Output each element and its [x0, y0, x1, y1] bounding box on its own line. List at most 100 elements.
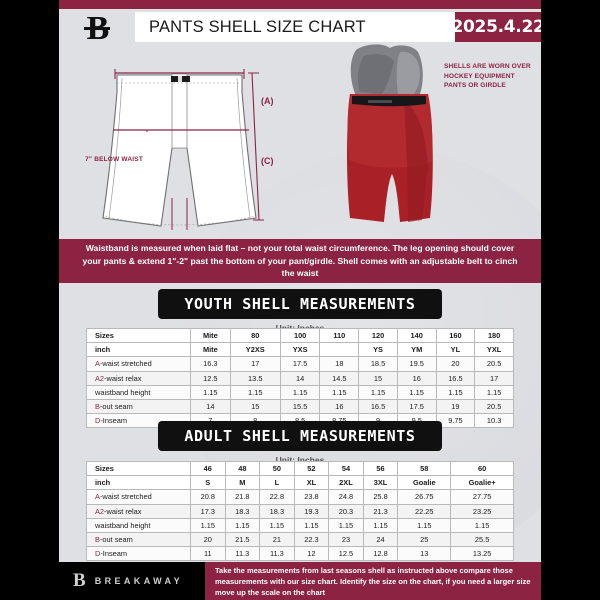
- table-cell: 1.15: [229, 384, 281, 400]
- table-cell: 1.15: [319, 384, 360, 400]
- table-cell: 21.3: [362, 503, 399, 519]
- column-header-cell: YS: [358, 342, 398, 358]
- column-header-cell: 180: [474, 327, 514, 344]
- footer-note: Take the measurements from last seasons …: [205, 562, 541, 600]
- row-label: A-waist stretched: [86, 489, 191, 505]
- table-cell: 16.5: [435, 370, 476, 386]
- row-key: A2: [95, 373, 105, 383]
- table-cell: 26.75: [397, 489, 452, 505]
- table-cell: 24.8: [328, 489, 364, 505]
- adult-table-body: A-waist stretched 20.8 21.8 22.8 23.8 24.8 25.…: [86, 489, 514, 562]
- column-header-cell: 60: [450, 460, 514, 477]
- column-header-cell: 120: [358, 327, 398, 344]
- table-cell: 14: [190, 398, 231, 415]
- table-cell: 13.25: [450, 546, 514, 562]
- below-waist-note: 7" BELOW WAIST: [85, 156, 143, 163]
- table-cell: 21.8: [224, 489, 261, 505]
- table-row: A2-waist relax 12.5 13.5 14 14.5 15 16 16.5 17: [86, 370, 514, 386]
- table-cell: 1.15: [397, 517, 452, 533]
- column-header-cell: 100: [279, 327, 321, 344]
- table-cell: 12.8: [362, 546, 399, 562]
- column-header-cell: 110: [319, 327, 360, 344]
- table-cell: 11: [190, 546, 226, 562]
- table-cell: 15: [358, 370, 398, 386]
- table-cell: 25.5: [450, 531, 514, 548]
- table-row: waistband height 1.15 1.15 1.15 1.15 1.15 1.15…: [86, 384, 514, 400]
- pants-technical-drawing: [102, 69, 264, 230]
- table-cell: 15.5: [279, 398, 321, 415]
- footer: B BREAKAWAY Take the measurements from l…: [59, 562, 541, 600]
- column-header-cell: YM: [396, 342, 437, 358]
- row-key: A: [95, 359, 100, 369]
- column-header-cell: 54: [328, 460, 364, 477]
- table-cell: 19.3: [293, 503, 330, 519]
- table-cell: 25: [397, 531, 452, 548]
- table-cell: 18: [319, 356, 360, 372]
- column-header-cell: Goalie+: [450, 475, 514, 491]
- table-cell: 11.3: [259, 546, 295, 562]
- table-cell: 11.3: [224, 546, 261, 562]
- footer-brand: B BREAKAWAY: [73, 570, 183, 592]
- table-cell: 23: [328, 531, 364, 548]
- table-cell: 1.15: [190, 384, 231, 400]
- table-cell: 1.15: [293, 517, 330, 533]
- table-cell: 20.5: [474, 398, 514, 415]
- row-label: waistband height: [86, 384, 191, 400]
- column-header-cell: 46: [190, 460, 226, 477]
- row-label: A-waist stretched: [86, 356, 191, 372]
- table-cell: 1.15: [396, 384, 437, 400]
- table-cell: 19: [435, 398, 476, 415]
- table-cell: 16.3: [190, 356, 231, 372]
- table-row: D-Inseam 11 11.3 11.3 12 12.5 12.8 13 13.25: [86, 546, 514, 562]
- youth-table-head: Sizes Mite 80 100 110 120 140 160 180 inch Mite Y2X…: [86, 327, 514, 358]
- row-label: inch: [86, 342, 191, 358]
- row-label: B-out seam: [86, 531, 191, 548]
- table-header-row: inch S M L XL 2XL 3XL Goalie Goalie+: [86, 475, 514, 491]
- column-header-cell: Y2XS: [229, 342, 281, 358]
- table-cell: 16: [396, 370, 437, 386]
- column-header-cell: YXS: [279, 342, 321, 358]
- table-row: B-out seam 20 21.5 21 22.3 23 24 25 25.5: [86, 531, 514, 548]
- diagram-label-a: (A): [261, 96, 274, 106]
- adult-unit: Unit: Inches: [275, 455, 325, 465]
- table-cell: 20.5: [474, 356, 514, 372]
- column-header-cell: YXL: [474, 342, 514, 358]
- table-cell: 12: [293, 546, 330, 562]
- table-cell: 23.25: [450, 503, 514, 519]
- sheet: B PANTS SHELL SIZE CHART 2025.4.22: [59, 0, 541, 600]
- table-cell: 16: [319, 398, 360, 415]
- table-cell: 20.3: [328, 503, 364, 519]
- table-cell: 17.3: [190, 503, 226, 519]
- table-cell: 12.5: [328, 546, 364, 562]
- table-cell: 1.15: [358, 384, 398, 400]
- youth-heading: YOUTH SHELL MEASUREMENTS: [158, 289, 442, 319]
- row-key: A: [95, 492, 100, 502]
- row-label: B-out seam: [86, 398, 191, 415]
- table-cell: 20: [190, 531, 226, 548]
- row-label: Sizes: [86, 460, 191, 477]
- table-cell: 22.3: [293, 531, 330, 548]
- column-header-cell: 140: [396, 327, 437, 344]
- row-key: B: [95, 402, 100, 412]
- column-header-cell: L: [259, 475, 295, 491]
- column-header-cell: 80: [229, 327, 281, 344]
- table-cell: 22.8: [259, 489, 295, 505]
- pants-diagram: 7" BELOW WAIST (A) (B) (C) (D): [69, 48, 389, 271]
- column-header-cell: XL: [293, 475, 330, 491]
- youth-section-header: YOUTH SHELL MEASUREMENTS Unit: Inches: [59, 289, 541, 333]
- column-header-cell: Mite: [190, 342, 231, 358]
- table-cell: 16.5: [358, 398, 398, 415]
- table-cell: 14.5: [319, 370, 360, 386]
- table-cell: 13.5: [229, 370, 281, 386]
- table-cell: 21: [259, 531, 295, 548]
- column-header-cell: 48: [224, 460, 261, 477]
- column-header-cell: Mite: [190, 327, 231, 344]
- table-row: B-out seam 14 15 15.5 16 16.5 17.5 19 20.5: [86, 398, 514, 415]
- date-badge: 2025.4.22: [451, 12, 541, 42]
- brand-logo-icon: B: [83, 10, 110, 47]
- table-cell: 1.15: [259, 517, 295, 533]
- column-header-cell: 58: [397, 460, 452, 477]
- youth-table: Sizes Mite 80 100 110 120 140 160 180 inch Mite Y2X…: [86, 327, 514, 429]
- top-accent-strip: [59, 0, 541, 9]
